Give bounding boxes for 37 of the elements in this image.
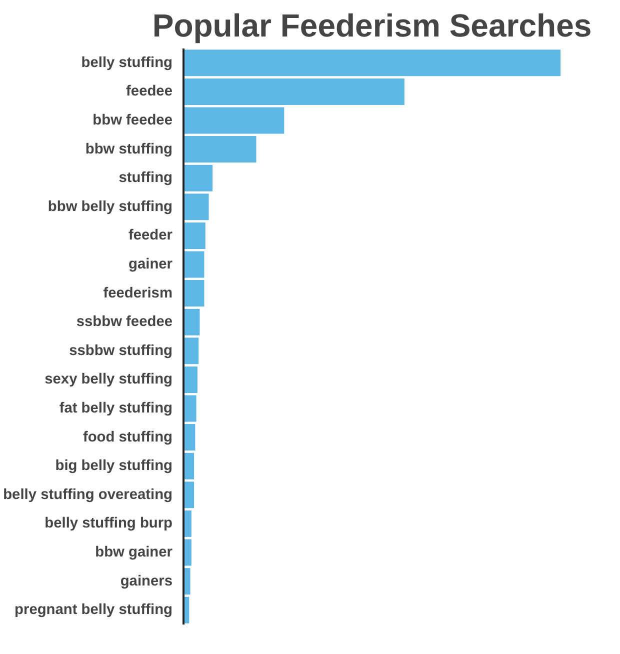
- bar: [184, 251, 204, 278]
- bar: [184, 338, 199, 364]
- y-tick-label: belly stuffing: [81, 54, 173, 71]
- y-tick-label: gainers: [120, 573, 173, 590]
- bar: [184, 482, 194, 508]
- y-tick-label: ssbbw stuffing: [69, 342, 173, 359]
- y-tick-label: pregnant belly stuffing: [14, 602, 173, 618]
- y-tick-label: feedee: [126, 84, 173, 100]
- y-tick-label: feederism: [103, 285, 173, 302]
- y-tick-label: bbw gainer: [95, 544, 173, 560]
- bar: [184, 308, 200, 336]
- y-tick-label: bbw feedee: [92, 112, 173, 128]
- bar: [184, 366, 198, 393]
- bar: [184, 194, 209, 220]
- y-tick-label: gainer: [128, 256, 173, 272]
- y-tick-label: bbw stuffing: [85, 141, 173, 158]
- y-tick-label: belly stuffing overeating: [3, 486, 173, 503]
- y-tick-label: sexy belly stuffing: [44, 372, 173, 388]
- bar: [184, 107, 284, 134]
- bar: [184, 50, 560, 76]
- bar: [184, 222, 206, 249]
- y-tick-label: bbw belly stuffing: [48, 198, 173, 215]
- y-tick-label: fat belly stuffing: [59, 400, 173, 416]
- y-tick-label: food stuffing: [82, 429, 173, 446]
- y-tick-label: big belly stuffing: [55, 458, 173, 474]
- y-tick-label: feeder: [128, 228, 173, 244]
- bar: [184, 164, 213, 192]
- bar: [184, 424, 196, 451]
- y-tick-label: ssbbw feedee: [76, 314, 173, 330]
- bar: [184, 136, 256, 163]
- bar: [184, 280, 204, 307]
- chart-title: Popular Feederism Searches: [152, 8, 592, 44]
- y-tick-label: belly stuffing burp: [44, 516, 173, 532]
- bar: [184, 452, 194, 480]
- y-tick-label: stuffing: [118, 170, 173, 186]
- bar: [184, 78, 404, 105]
- bar: [184, 395, 196, 422]
